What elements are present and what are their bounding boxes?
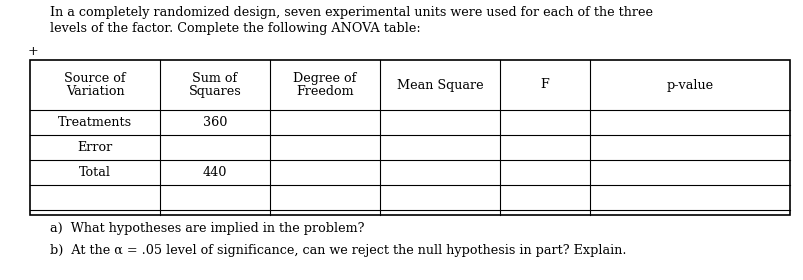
Text: Degree of: Degree of [293,72,357,85]
Text: Squares: Squares [189,85,241,98]
Text: Total: Total [79,166,111,179]
Text: F: F [540,78,548,92]
Text: Sum of: Sum of [192,72,238,85]
Text: +: + [28,45,39,58]
Text: a)  What hypotheses are implied in the problem?: a) What hypotheses are implied in the pr… [50,222,364,235]
Text: Mean Square: Mean Square [396,78,483,92]
Text: 360: 360 [202,116,227,129]
Text: b)  At the α = .05 level of significance, can we reject the null hypothesis in p: b) At the α = .05 level of significance,… [50,244,626,257]
Text: In a completely randomized design, seven experimental units were used for each o: In a completely randomized design, seven… [50,6,652,19]
Text: Variation: Variation [66,85,124,98]
Text: 440: 440 [202,166,227,179]
Text: p-value: p-value [666,78,713,92]
Text: levels of the factor. Complete the following ANOVA table:: levels of the factor. Complete the follo… [50,22,420,35]
Text: Freedom: Freedom [296,85,353,98]
Text: Error: Error [77,141,112,154]
Text: Source of: Source of [64,72,125,85]
Text: Treatments: Treatments [58,116,132,129]
